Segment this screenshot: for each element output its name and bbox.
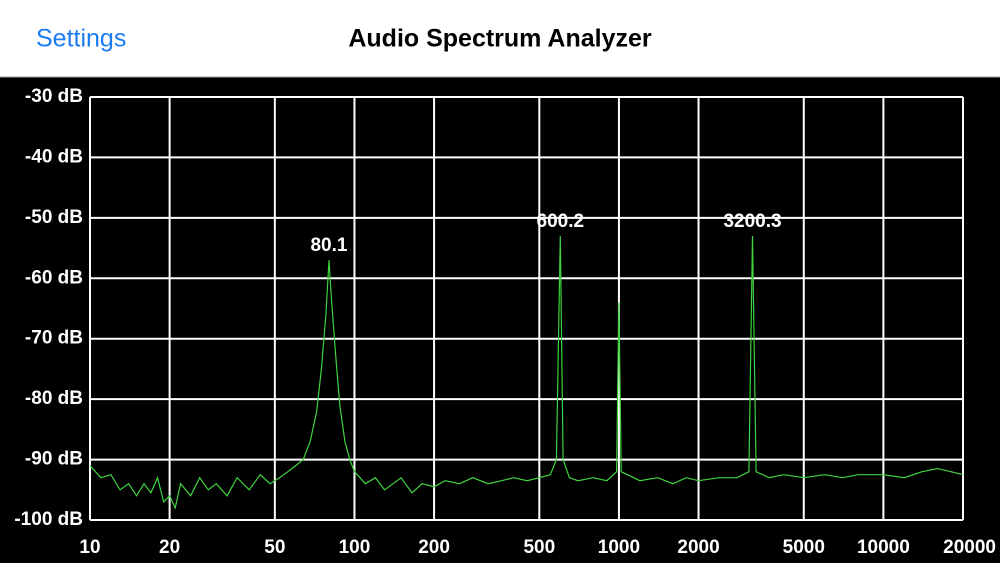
x-tick-label: 20 [159, 537, 180, 558]
peak-label: 80.1 [310, 235, 347, 256]
x-tick-label: 10000 [857, 537, 910, 558]
x-tick-label: 20000 [943, 537, 996, 558]
x-tick-label: 10 [79, 537, 100, 558]
y-tick-label: -100 dB [14, 509, 83, 530]
peak-label: 600.2 [537, 211, 585, 232]
x-tick-label: 1000 [598, 537, 640, 558]
back-button[interactable]: Settings [36, 25, 126, 53]
nav-title: Audio Spectrum Analyzer [348, 25, 652, 53]
spectrum-line [89, 235, 964, 510]
x-tick-label: 5000 [783, 537, 825, 558]
y-tick-label: -80 dB [25, 388, 83, 409]
y-tick-label: -30 dB [25, 86, 83, 107]
y-tick-label: -40 dB [25, 146, 83, 167]
x-tick-label: 200 [418, 537, 450, 558]
nav-bar [0, 0, 1000, 77]
y-tick-label: -60 dB [25, 267, 83, 288]
y-tick-label: -70 dB [25, 328, 83, 349]
y-tick-label: -50 dB [25, 207, 83, 228]
x-tick-label: 50 [264, 537, 285, 558]
y-tick-label: -90 dB [25, 449, 83, 470]
x-tick-label: 500 [523, 537, 555, 558]
peak-label: 3200.3 [723, 211, 781, 232]
x-tick-label: 100 [339, 537, 371, 558]
x-tick-label: 2000 [677, 537, 719, 558]
